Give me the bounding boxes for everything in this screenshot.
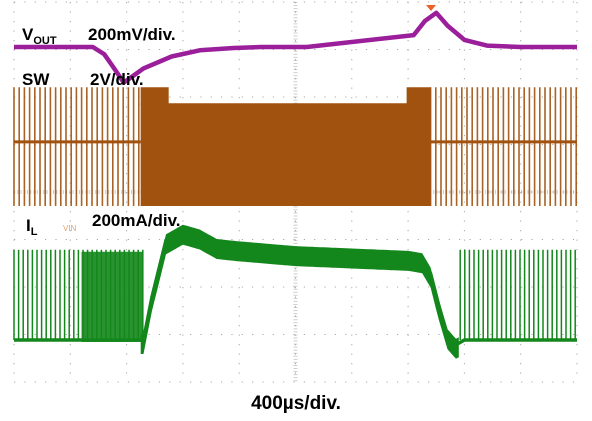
il-label-main: I — [26, 216, 31, 235]
sw-label: SW — [22, 70, 50, 89]
vout-label: VOUT — [22, 25, 57, 47]
il-label-sub: L — [31, 226, 38, 238]
vout-scale: 200mV/div. — [88, 25, 176, 44]
sw-step-left — [140, 87, 169, 106]
timebase-label: 400µs/div. — [251, 393, 341, 414]
il-envelope-band — [140, 224, 459, 359]
trigger-marker — [426, 5, 436, 11]
il-label: IL — [26, 216, 38, 238]
il-trace — [13, 224, 577, 359]
sw-continuous-band — [140, 103, 431, 206]
sw-trace — [13, 87, 577, 206]
sw-switching-pulses — [13, 87, 140, 206]
vout-label-main: V — [22, 25, 34, 44]
vout-trace — [14, 10, 577, 85]
vout-label-sub: OUT — [33, 35, 57, 47]
il-line — [14, 228, 577, 348]
sw-switching-pulses — [429, 87, 577, 206]
sw-scale: 2V/div. — [90, 70, 144, 89]
il-scale: 200mA/div. — [92, 211, 181, 230]
vin-label: VIN — [63, 224, 77, 233]
sw-step-right — [406, 87, 431, 106]
il-pre-block — [81, 251, 144, 342]
vout-line — [14, 10, 577, 85]
